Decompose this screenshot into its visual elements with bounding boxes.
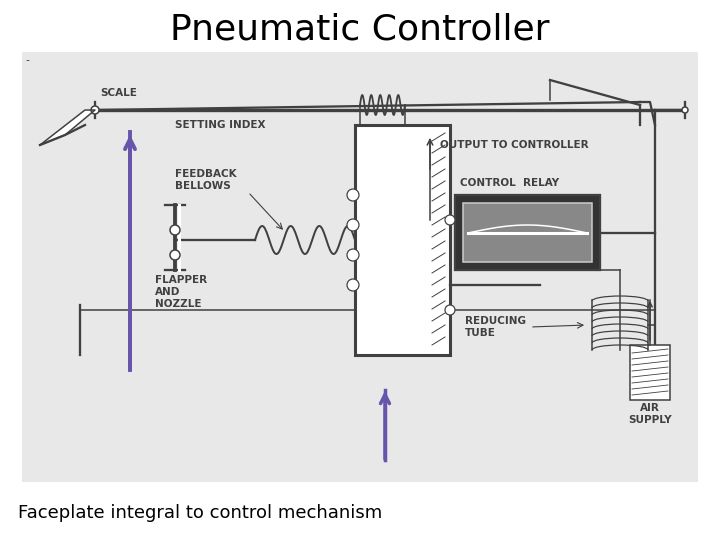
Circle shape — [91, 106, 99, 114]
Bar — [630, 345, 670, 400]
Circle shape — [445, 305, 455, 315]
Text: Pneumatic Controller: Pneumatic Controller — [170, 13, 550, 47]
Bar — [355, 125, 450, 355]
Circle shape — [347, 219, 359, 231]
Text: SCALE: SCALE — [100, 88, 137, 98]
Text: -: - — [25, 55, 29, 65]
Text: AIR
SUPPLY: AIR SUPPLY — [628, 403, 672, 425]
Polygon shape — [40, 110, 95, 145]
Text: OUTPUT TO CONTROLLER: OUTPUT TO CONTROLLER — [440, 140, 589, 150]
Text: FEEDBACK
BELLOWS: FEEDBACK BELLOWS — [175, 169, 237, 191]
Circle shape — [682, 107, 688, 113]
Circle shape — [347, 189, 359, 201]
Circle shape — [445, 215, 455, 225]
Text: REDUCING
TUBE: REDUCING TUBE — [465, 316, 526, 338]
Text: SETTING INDEX: SETTING INDEX — [175, 120, 266, 130]
Text: Faceplate integral to control mechanism: Faceplate integral to control mechanism — [18, 504, 382, 522]
Bar — [22, 52, 698, 482]
Text: FLAPPER
AND
NOZZLE: FLAPPER AND NOZZLE — [155, 275, 207, 308]
Text: CONTROL  RELAY: CONTROL RELAY — [460, 178, 559, 188]
Circle shape — [170, 225, 180, 235]
Circle shape — [347, 249, 359, 261]
Bar — [463, 203, 592, 262]
Bar — [455, 195, 600, 270]
Circle shape — [170, 250, 180, 260]
Circle shape — [347, 279, 359, 291]
